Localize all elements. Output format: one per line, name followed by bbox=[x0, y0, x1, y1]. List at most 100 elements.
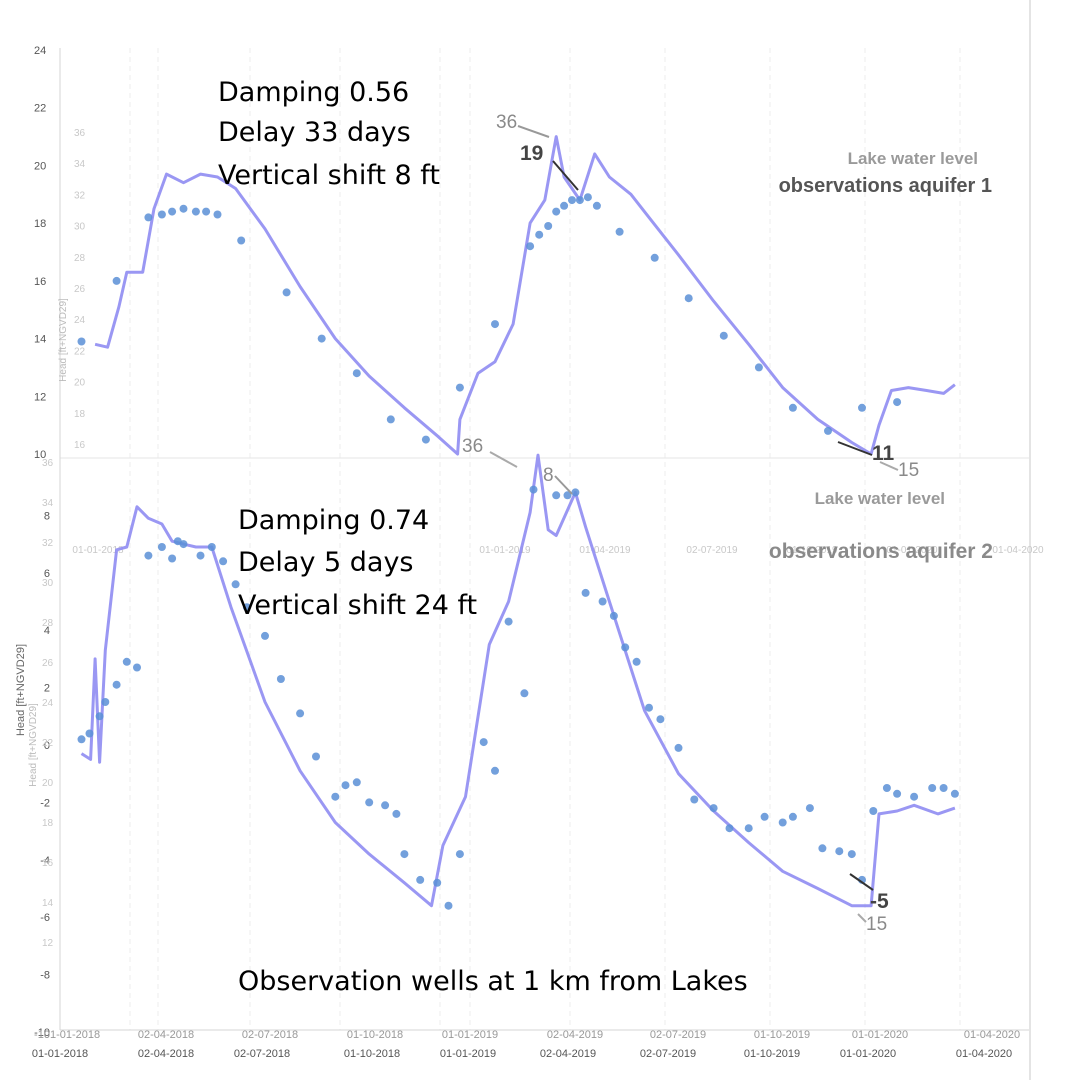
observation-point bbox=[352, 369, 361, 378]
observation-point bbox=[237, 236, 246, 245]
observation-point bbox=[882, 784, 891, 792]
y-axis-label-top-faint: Head [ft+NGVD29] bbox=[58, 298, 69, 382]
observation-point bbox=[352, 778, 361, 787]
observation-point bbox=[133, 663, 141, 672]
x-tick-label-faint: 01-01-2019 bbox=[479, 545, 531, 556]
observation-point bbox=[754, 363, 763, 372]
observation-point bbox=[392, 809, 401, 818]
observation-point bbox=[101, 698, 110, 706]
observation-point bbox=[276, 675, 285, 683]
x-tick-label-faint: 01-04-2019 bbox=[579, 545, 631, 556]
peak-label-top-36: 36 bbox=[496, 112, 517, 133]
observation-point bbox=[191, 207, 200, 216]
leader-line bbox=[849, 873, 874, 891]
observation-point bbox=[479, 738, 488, 747]
observation-point bbox=[645, 703, 653, 712]
x-tick-label: 01-04-2020 bbox=[956, 1048, 1012, 1060]
observation-points-aquifer-1 bbox=[77, 193, 902, 444]
x-tick-label-faint: 01-04-2020 bbox=[992, 545, 1044, 556]
observation-point bbox=[179, 540, 188, 549]
observation-point bbox=[583, 193, 592, 202]
y-tick-label: 10 bbox=[34, 449, 46, 461]
observation-point bbox=[242, 603, 251, 612]
observation-point bbox=[568, 196, 576, 205]
x-tick-label-faint: 02-07-2019 bbox=[686, 545, 738, 556]
observation-point bbox=[575, 196, 584, 205]
bottom-annotation-shift: Vertical shift 24 ft bbox=[238, 590, 477, 621]
legend-top-observations: observations aquifer 1 bbox=[779, 175, 992, 197]
x-tick-label-mid: 01-01-2020 bbox=[852, 1029, 908, 1041]
x-tick-label-mid: 02-07-2019 bbox=[650, 1029, 706, 1041]
y-tick-label-faint: 14 bbox=[42, 898, 54, 909]
observation-point bbox=[598, 597, 607, 606]
y-tick-label: -6 bbox=[40, 912, 50, 924]
y-tick-label: 6 bbox=[44, 568, 50, 580]
x-tick-label-mid: 02-04-2018 bbox=[138, 1029, 194, 1041]
y-tick-label: 8 bbox=[44, 510, 50, 522]
observation-point bbox=[725, 824, 734, 833]
observation-point bbox=[77, 337, 86, 346]
trough-label-bottom-15: 15 bbox=[866, 914, 887, 935]
observation-point bbox=[552, 491, 561, 500]
observation-point bbox=[778, 818, 787, 827]
leader-line bbox=[857, 913, 867, 923]
observation-point bbox=[157, 543, 166, 551]
observation-point bbox=[112, 276, 121, 285]
x-tick-label: 01-10-2018 bbox=[344, 1048, 400, 1060]
y-tick-label: 16 bbox=[34, 276, 46, 288]
observation-point bbox=[552, 207, 561, 216]
y-tick-label: 22 bbox=[34, 103, 46, 115]
leader-line bbox=[879, 461, 899, 471]
observation-point bbox=[365, 798, 374, 807]
observation-point bbox=[433, 878, 442, 887]
observation-point bbox=[416, 875, 425, 884]
trough-label-bottom-neg5: -5 bbox=[870, 890, 889, 913]
observation-point bbox=[331, 792, 340, 801]
x-tick-label-mid: 02-04-2019 bbox=[547, 1029, 603, 1041]
y-tick-label-faint: 28 bbox=[42, 618, 54, 629]
x-axis-ticks-faint: 01-01-2018 01-01-2019 01-04-2019 02-07-2019… bbox=[72, 545, 1044, 556]
observation-point bbox=[788, 403, 797, 412]
y-axis-ticks-top-faint: 36 34 32 30 28 26 24 22 20 18 16 bbox=[74, 128, 86, 451]
y-axis-ticks-top: 24 22 20 18 16 14 12 10 bbox=[34, 45, 46, 461]
y-tick-label: -4 bbox=[40, 855, 50, 867]
observation-point bbox=[491, 320, 499, 329]
y-tick-label-faint: 18 bbox=[74, 409, 86, 420]
observation-point bbox=[312, 752, 320, 761]
peak-label-top-19: 19 bbox=[520, 142, 543, 165]
bottom-annotation-delay: Delay 5 days bbox=[238, 547, 414, 578]
y-tick-label-faint: 30 bbox=[74, 222, 86, 233]
observation-point bbox=[788, 812, 797, 821]
observation-point bbox=[202, 207, 211, 216]
observation-point bbox=[910, 792, 919, 801]
bottom-note: Observation wells at 1 km from Lakes bbox=[238, 966, 748, 997]
observation-point bbox=[196, 551, 205, 560]
x-tick-label: 01-01-2020 bbox=[840, 1048, 896, 1060]
observation-point bbox=[207, 543, 216, 551]
observation-point bbox=[444, 901, 453, 910]
legend-top-lake: Lake water level bbox=[848, 149, 978, 168]
y-tick-label-faint: 18 bbox=[42, 818, 54, 829]
y-tick-label-faint: 32 bbox=[42, 538, 54, 549]
y-tick-label: -8 bbox=[40, 970, 50, 982]
x-tick-label: 01-10-2019 bbox=[744, 1048, 800, 1060]
observation-point bbox=[744, 824, 753, 833]
y-tick-label-faint: 26 bbox=[42, 658, 54, 669]
legend-bottom-lake: Lake water level bbox=[815, 489, 945, 508]
leader-line bbox=[517, 125, 550, 138]
observation-point bbox=[535, 230, 544, 239]
x-tick-label-mid: 01-10-2019 bbox=[754, 1029, 810, 1041]
observation-point bbox=[491, 766, 499, 775]
y-tick-label-faint: 12 bbox=[42, 938, 54, 949]
y-tick-label: 20 bbox=[34, 160, 46, 172]
trough-label-top-15: 15 bbox=[898, 460, 919, 481]
y-axis-ticks-bottom: 8 6 4 2 0 -2 -4 -6 -8 -10 bbox=[34, 510, 50, 1039]
x-tick-label-mid: 01-04-2020 bbox=[964, 1029, 1020, 1041]
observation-point bbox=[455, 850, 464, 859]
observation-point bbox=[296, 709, 305, 718]
observation-point bbox=[144, 551, 153, 560]
observation-point bbox=[893, 789, 902, 798]
